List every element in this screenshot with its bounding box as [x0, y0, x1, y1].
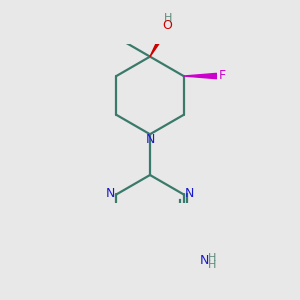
Polygon shape: [150, 28, 168, 57]
Text: N: N: [200, 254, 209, 267]
Text: F: F: [219, 69, 226, 82]
Text: N: N: [145, 133, 155, 146]
Text: N: N: [106, 187, 116, 200]
Text: H: H: [164, 13, 172, 23]
Text: O: O: [163, 19, 172, 32]
Text: H: H: [207, 260, 216, 270]
Text: H: H: [207, 253, 216, 263]
Polygon shape: [184, 74, 217, 79]
Text: N: N: [184, 187, 194, 200]
